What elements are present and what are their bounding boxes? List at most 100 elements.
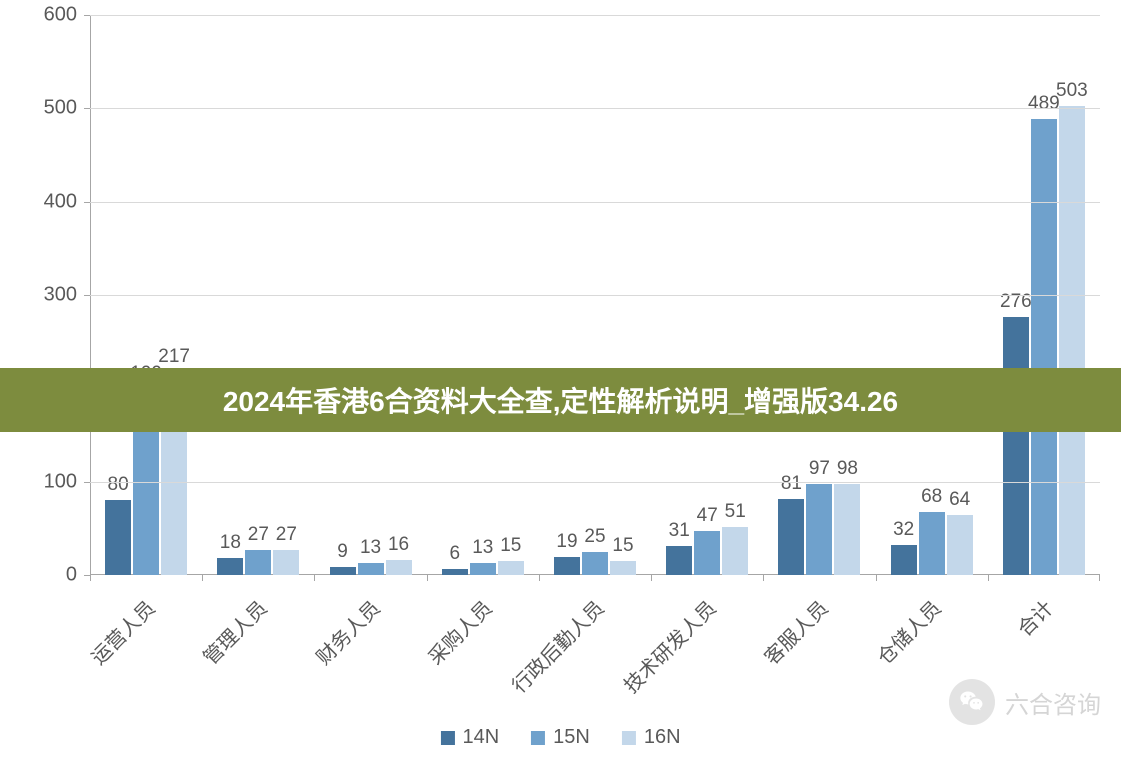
overlay-banner: 2024年香港6合资料大全查,定性解析说明_增强版34.26 bbox=[0, 368, 1121, 432]
x-tick bbox=[876, 575, 877, 581]
bar bbox=[330, 567, 356, 575]
bar bbox=[610, 561, 636, 575]
category-label: 客服人员 bbox=[757, 593, 834, 670]
plot-area: 8019921718272791316613151925153147518197… bbox=[90, 15, 1100, 575]
bar-value-label: 16 bbox=[388, 534, 409, 556]
bar-value-label: 18 bbox=[220, 532, 241, 554]
bar bbox=[245, 550, 271, 575]
legend-swatch bbox=[440, 731, 454, 745]
x-tick bbox=[314, 575, 315, 581]
bar-value-label: 6 bbox=[449, 543, 460, 565]
bar bbox=[105, 500, 131, 575]
category-label: 运营人员 bbox=[84, 593, 161, 670]
bar-value-label: 47 bbox=[697, 505, 718, 527]
bar-value-label: 97 bbox=[809, 458, 830, 480]
y-tick bbox=[84, 482, 90, 483]
bar bbox=[498, 561, 524, 575]
legend-item: 15N bbox=[531, 726, 590, 749]
bar-value-label: 32 bbox=[893, 519, 914, 541]
bar-value-label: 27 bbox=[276, 524, 297, 546]
legend-label: 14N bbox=[462, 726, 499, 749]
y-axis-label: 400 bbox=[44, 190, 77, 213]
bar bbox=[358, 563, 384, 575]
x-tick bbox=[763, 575, 764, 581]
legend-swatch bbox=[531, 731, 545, 745]
legend-item: 16N bbox=[622, 726, 681, 749]
bar bbox=[273, 550, 299, 575]
bar bbox=[442, 569, 468, 575]
bar-value-label: 15 bbox=[500, 535, 521, 557]
legend-label: 15N bbox=[553, 726, 590, 749]
bar-value-label: 19 bbox=[556, 531, 577, 553]
bar-value-label: 51 bbox=[725, 501, 746, 523]
bar bbox=[722, 527, 748, 575]
bar-value-label: 80 bbox=[108, 474, 129, 496]
category-label: 行政后勤人员 bbox=[504, 593, 609, 698]
bar bbox=[666, 546, 692, 575]
bar bbox=[806, 484, 832, 575]
category-label: 合计 bbox=[1010, 593, 1059, 642]
y-axis-label: 100 bbox=[44, 470, 77, 493]
grid-line bbox=[90, 202, 1100, 203]
grid-line bbox=[90, 295, 1100, 296]
bar bbox=[554, 557, 580, 575]
chart-container: 0100200300400500600 80199217182727913166… bbox=[30, 5, 1100, 625]
bar bbox=[582, 552, 608, 575]
watermark: 六合咨询 bbox=[949, 679, 1101, 725]
bar-value-label: 98 bbox=[837, 458, 858, 480]
y-axis-label: 500 bbox=[44, 97, 77, 120]
category-label: 技术研发人员 bbox=[616, 593, 721, 698]
legend: 14N 15N 16N bbox=[440, 726, 680, 749]
bar bbox=[947, 515, 973, 575]
bar-value-label: 68 bbox=[921, 486, 942, 508]
y-tick bbox=[84, 15, 90, 16]
bar bbox=[919, 512, 945, 575]
bar bbox=[386, 560, 412, 575]
bar bbox=[1031, 119, 1057, 575]
bar-value-label: 503 bbox=[1056, 80, 1088, 102]
y-axis-label: 600 bbox=[44, 4, 77, 27]
bar bbox=[778, 499, 804, 575]
bar bbox=[1003, 317, 1029, 575]
overlay-banner-text: 2024年香港6合资料大全查,定性解析说明_增强版34.26 bbox=[223, 380, 898, 420]
bar-value-label: 13 bbox=[360, 537, 381, 559]
y-tick bbox=[84, 108, 90, 109]
bar-value-label: 15 bbox=[612, 535, 633, 557]
y-axis-label: 300 bbox=[44, 284, 77, 307]
category-label: 仓储人员 bbox=[869, 593, 946, 670]
bar bbox=[1059, 106, 1085, 575]
x-tick bbox=[90, 575, 91, 581]
legend-item: 14N bbox=[440, 726, 499, 749]
legend-swatch bbox=[622, 731, 636, 745]
bar-value-label: 217 bbox=[158, 346, 190, 368]
bar-value-label: 13 bbox=[472, 537, 493, 559]
category-label: 管理人员 bbox=[196, 593, 273, 670]
category-label: 财务人员 bbox=[308, 593, 385, 670]
bar-value-label: 81 bbox=[781, 473, 802, 495]
x-tick bbox=[202, 575, 203, 581]
bar-value-label: 25 bbox=[584, 526, 605, 548]
grid-line bbox=[90, 15, 1100, 16]
y-axis-labels: 0100200300400500600 bbox=[30, 15, 85, 575]
grid-line bbox=[90, 108, 1100, 109]
y-tick bbox=[84, 202, 90, 203]
bar bbox=[694, 531, 720, 575]
bar-value-label: 9 bbox=[337, 541, 348, 563]
y-axis-label: 0 bbox=[66, 564, 77, 587]
bar bbox=[470, 563, 496, 575]
bar-value-label: 64 bbox=[949, 489, 970, 511]
bar-value-label: 27 bbox=[248, 524, 269, 546]
x-tick bbox=[651, 575, 652, 581]
x-tick bbox=[988, 575, 989, 581]
legend-label: 16N bbox=[644, 726, 681, 749]
category-label: 采购人员 bbox=[420, 593, 497, 670]
bar bbox=[834, 484, 860, 575]
bar bbox=[217, 558, 243, 575]
bar bbox=[891, 545, 917, 575]
grid-line bbox=[90, 482, 1100, 483]
bar-value-label: 489 bbox=[1028, 93, 1060, 115]
x-tick bbox=[1099, 575, 1100, 581]
x-tick bbox=[539, 575, 540, 581]
wechat-icon bbox=[949, 679, 995, 725]
watermark-text: 六合咨询 bbox=[1005, 685, 1101, 720]
